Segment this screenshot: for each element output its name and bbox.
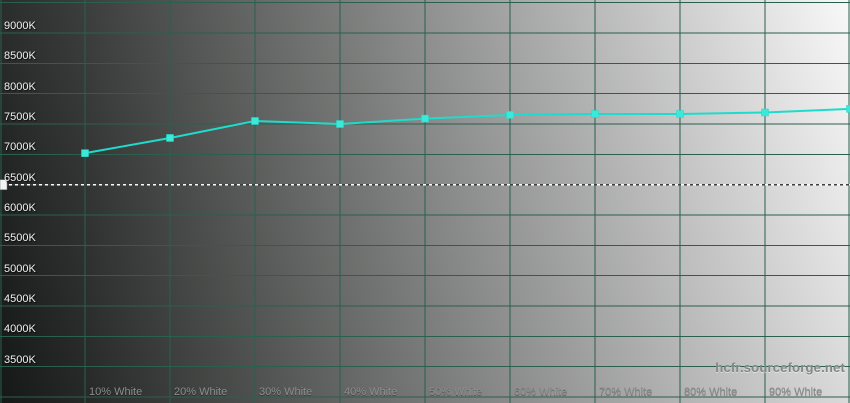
x-tick-label: 50% White [429,386,483,398]
y-tick-label: 5500K [4,232,36,245]
y-tick-label: 7000K [4,141,36,154]
x-tick-label: 10% White [89,386,143,398]
y-tick-label: 7500K [4,111,36,124]
data-point-marker [506,111,514,119]
data-point-marker [336,120,344,128]
y-tick-label: 8000K [4,80,36,93]
x-tick-label: 80% White [684,386,738,398]
y-tick-label: 6500K [4,171,36,184]
x-tick-label: 40% White [344,386,398,398]
data-point-marker [676,110,684,118]
x-tick-label: 20% White [174,386,228,398]
x-tick-label: 60% White [514,386,568,398]
y-axis-reference-marker [0,179,8,190]
data-point-marker [81,149,89,157]
data-point-marker [591,110,599,118]
y-tick-label: 5000K [4,262,36,275]
watermark: hcfr.sourceforge.net [715,360,845,375]
data-point-marker [251,117,259,125]
data-point-marker [166,134,174,142]
y-tick-label: 8500K [4,50,36,63]
x-tick-label: 70% White [599,386,653,398]
y-tick-label: 9000K [4,20,36,33]
y-tick-label: 4000K [4,323,36,336]
data-point-marker [421,114,429,123]
data-point-marker [846,105,850,113]
data-point-marker [761,108,769,117]
x-tick-label: 30% White [259,386,313,398]
y-tick-label: 4500K [4,292,36,305]
y-tick-label: 3500K [4,353,36,366]
y-tick-label: 6000K [4,201,36,214]
x-tick-label: 90% White [769,386,823,398]
series-line [84,107,850,155]
